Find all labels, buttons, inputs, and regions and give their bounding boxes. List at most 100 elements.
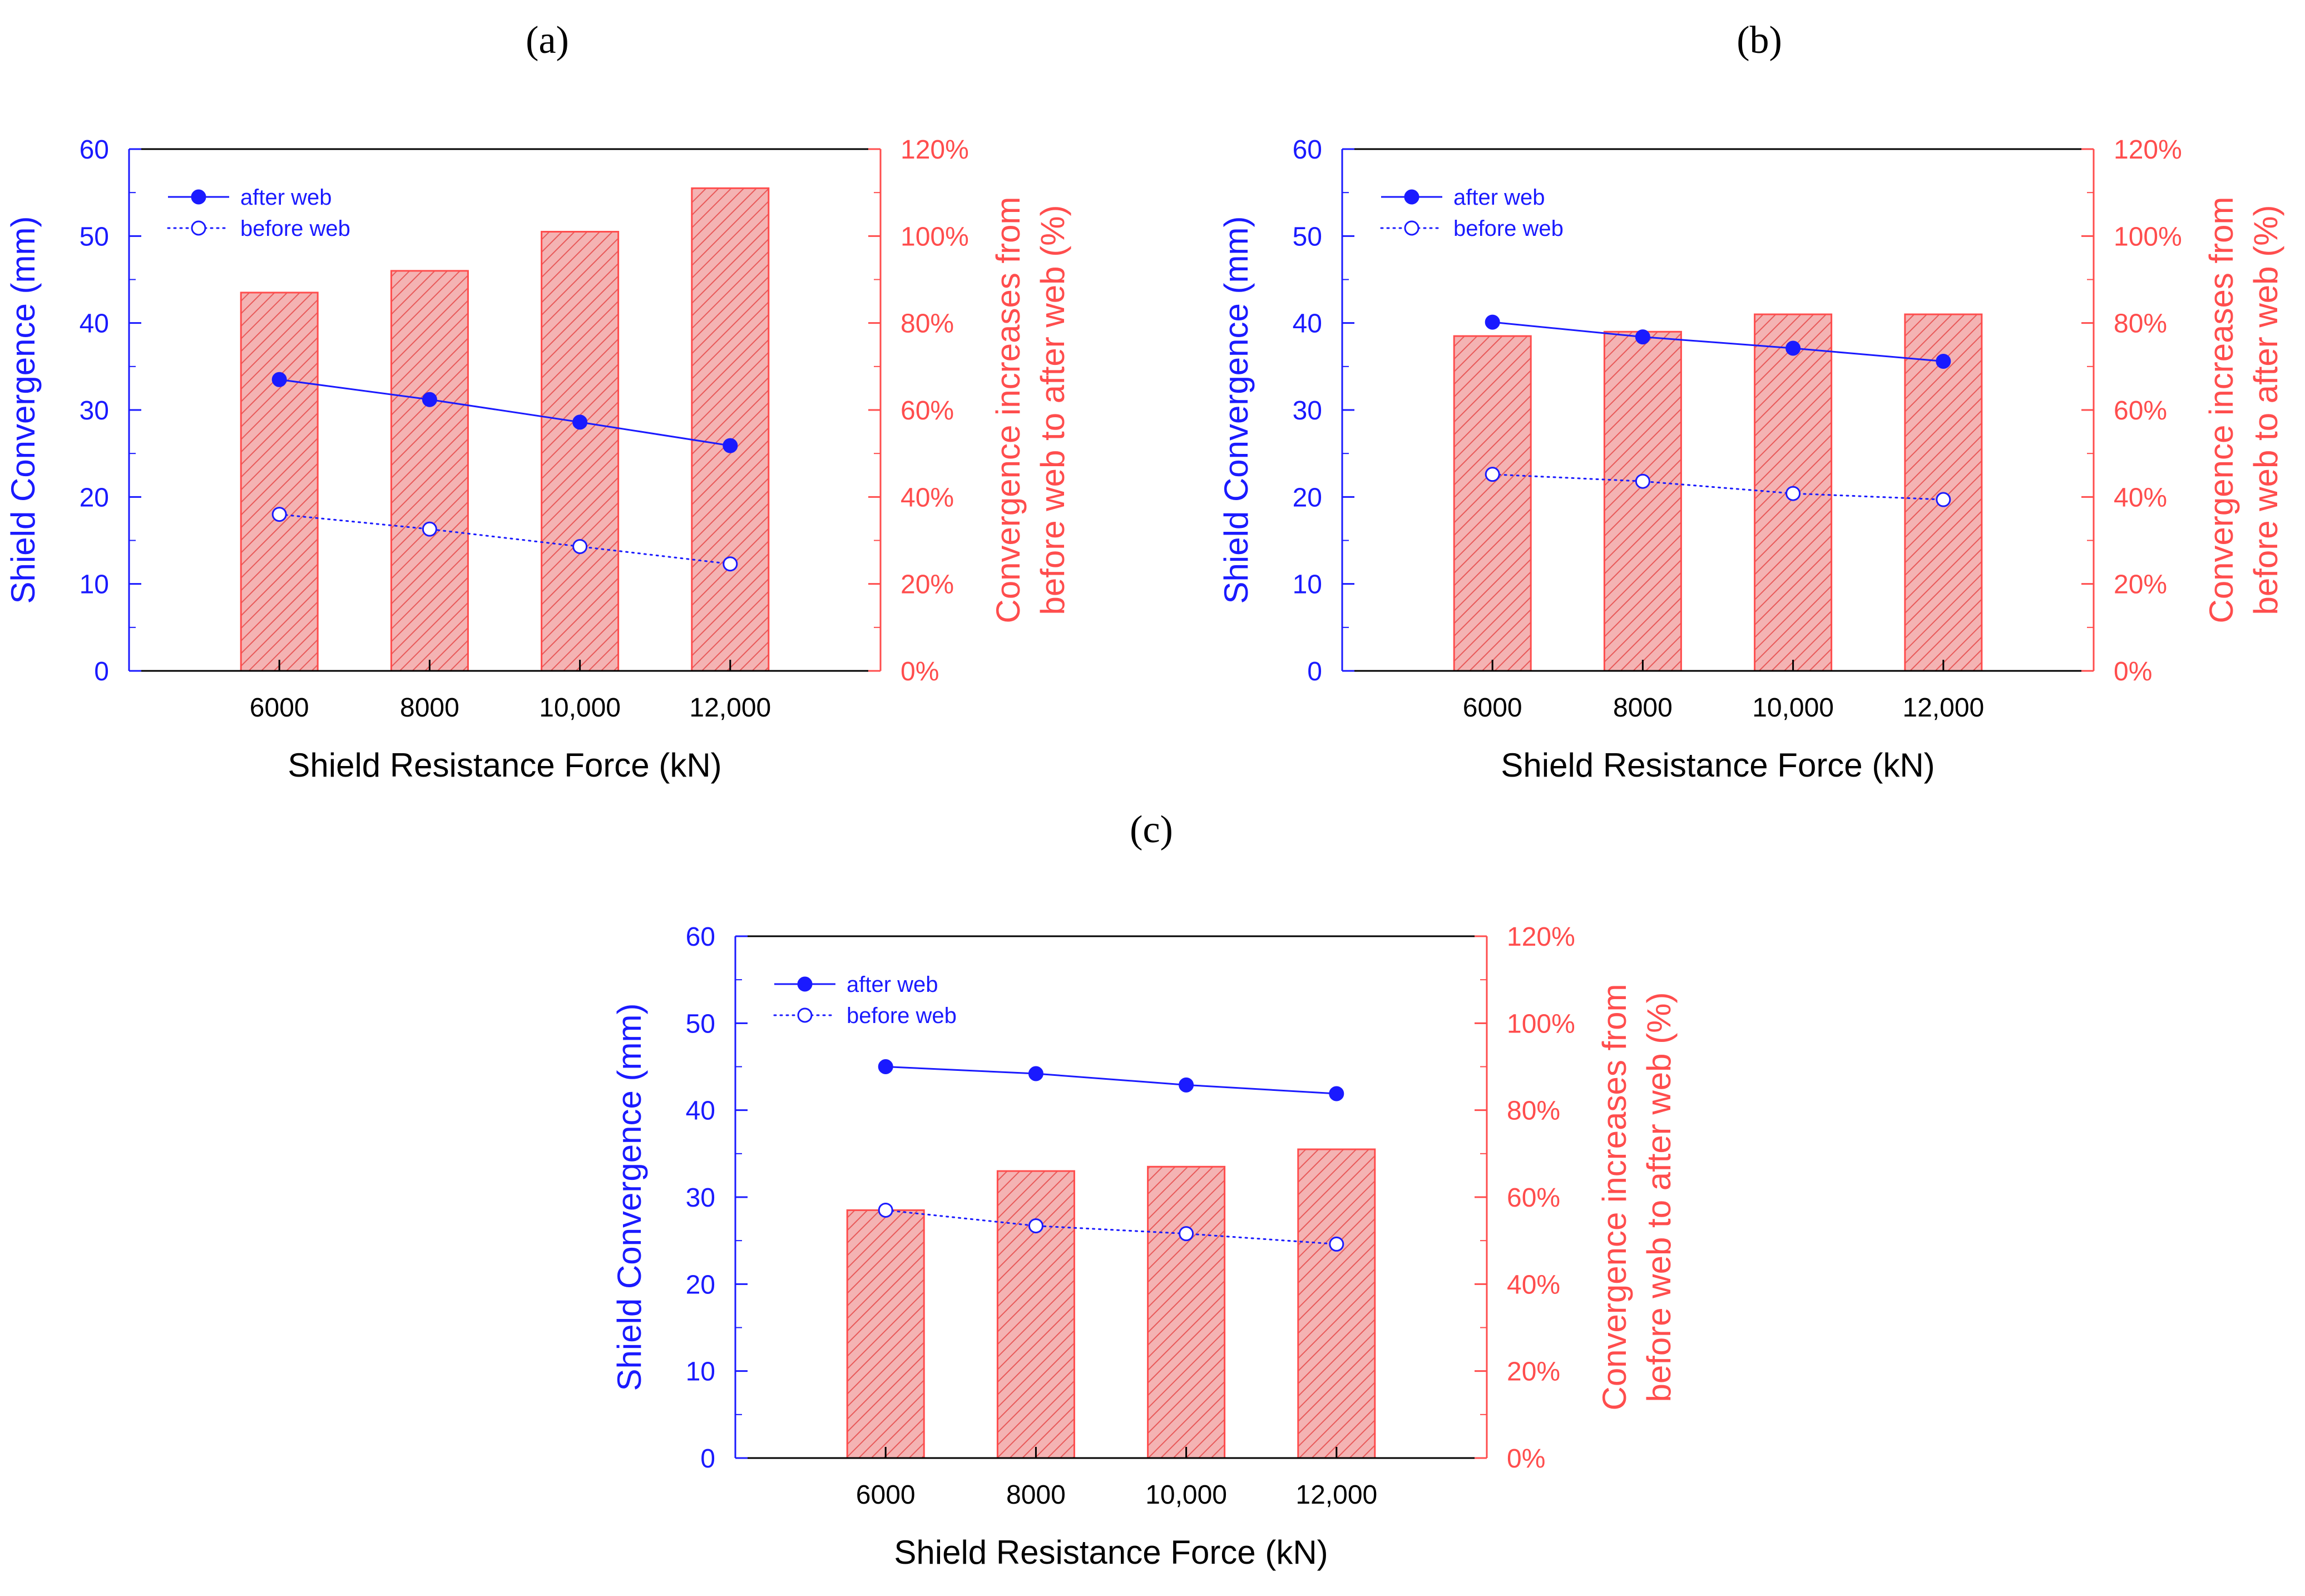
chart-c-point-after-web-0 bbox=[878, 1059, 893, 1074]
chart-a-point-after-web-3 bbox=[723, 438, 738, 453]
chart-b-ytick-label-2: 20 bbox=[1293, 483, 1322, 512]
chart-c-point-after-web-3 bbox=[1329, 1086, 1344, 1101]
chart-b-y2label-line-2: before web to after web (%) bbox=[2247, 205, 2284, 615]
chart-c-bar-0 bbox=[846, 1209, 925, 1459]
chart-c-y2tick-label-1: 20% bbox=[1507, 1357, 1560, 1387]
chart-b-legend-label-0: after web bbox=[1453, 185, 1545, 210]
chart-a-bar-2 bbox=[541, 231, 620, 672]
chart-b-legend-label-1: before web bbox=[1453, 216, 1564, 241]
chart-b-point-after-web-1 bbox=[1635, 329, 1650, 345]
chart-b-legend-marker-0 bbox=[1404, 189, 1419, 205]
chart-b-xtick-label-1: 8000 bbox=[1613, 693, 1673, 723]
chart-b-point-before-web-3 bbox=[1936, 492, 1951, 507]
chart-a-point-after-web-1 bbox=[422, 392, 437, 407]
chart-c-series-line-after-web bbox=[886, 1066, 1337, 1095]
chart-a-xtick-label-0: 6000 bbox=[250, 693, 309, 723]
chart-a-bar-3 bbox=[691, 187, 770, 672]
chart-a-xtick-label-2: 10,000 bbox=[539, 693, 621, 723]
chart-b-ytick-label-1: 10 bbox=[1293, 570, 1322, 600]
chart-a-y2label-line-1: Convergence increases from bbox=[990, 196, 1027, 623]
chart-c-ytick-label-0: 0 bbox=[700, 1444, 715, 1474]
chart-b-point-after-web-0 bbox=[1485, 314, 1500, 330]
chart-a-ytick-label-0: 0 bbox=[94, 657, 109, 686]
chart-a-ytick-label-6: 60 bbox=[80, 135, 109, 165]
chart-b-legend-marker-1 bbox=[1404, 220, 1419, 236]
chart-a-point-before-web-2 bbox=[572, 538, 588, 554]
chart-c-panel-label: (c) bbox=[1130, 808, 1173, 851]
chart-b-ytick-label-4: 40 bbox=[1293, 309, 1322, 339]
chart-a-y2tick-label-4: 80% bbox=[901, 309, 954, 339]
chart-c-ytick-label-5: 50 bbox=[686, 1009, 715, 1039]
chart-b-xtick-label-3: 12,000 bbox=[1902, 693, 1984, 723]
chart-c-legend-marker-1 bbox=[797, 1007, 813, 1023]
chart-c-xtick-label-2: 10,000 bbox=[1145, 1480, 1227, 1510]
chart-b-y2tick-label-0: 0% bbox=[2114, 657, 2152, 686]
chart-a-legend-marker-1 bbox=[191, 220, 206, 236]
chart-a-point-after-web-0 bbox=[271, 372, 287, 387]
chart-b-y2label-line-1: Convergence increases from bbox=[2203, 196, 2240, 623]
chart-c-ytick-label-2: 20 bbox=[686, 1270, 715, 1299]
chart-a-y2tick-label-3: 60% bbox=[901, 396, 954, 426]
chart-c-bar-2 bbox=[1147, 1165, 1226, 1459]
chart-b-series-line-after-web bbox=[1492, 321, 1943, 362]
chart-b-y2tick-label-3: 60% bbox=[2114, 396, 2167, 426]
chart-a-y2tick-label-1: 20% bbox=[901, 570, 954, 600]
chart-a-bar-1 bbox=[390, 270, 469, 672]
chart-a-xtick-label-3: 12,000 bbox=[689, 693, 771, 723]
chart-a-ylabel: Shield Convergence (mm) bbox=[4, 216, 42, 604]
chart-c-legend-marker-0 bbox=[797, 976, 813, 992]
chart-b-ytick-label-6: 60 bbox=[1293, 135, 1322, 165]
chart-c-bar-1 bbox=[996, 1170, 1075, 1459]
chart-a-ytick-label-5: 50 bbox=[80, 222, 109, 251]
chart-a-xtick-label-1: 8000 bbox=[400, 693, 459, 723]
chart-c-y2label-line-2: before web to after web (%) bbox=[1640, 992, 1678, 1402]
chart-b-y2tick-label-5: 100% bbox=[2114, 222, 2182, 251]
chart-a-panel-label: (a) bbox=[526, 19, 569, 62]
chart-a-series-line-before-web bbox=[278, 513, 731, 565]
chart-b-bar-0 bbox=[1453, 335, 1532, 672]
chart-c-point-before-web-0 bbox=[878, 1202, 893, 1218]
chart-a-ytick-label-1: 10 bbox=[80, 570, 109, 600]
chart-b-y2tick-label-1: 20% bbox=[2114, 570, 2167, 600]
chart-c-xtick-label-1: 8000 bbox=[1006, 1480, 1066, 1510]
chart-c-y2tick-label-2: 40% bbox=[1507, 1270, 1560, 1299]
chart-b-ylabel: Shield Convergence (mm) bbox=[1218, 216, 1255, 604]
chart-c-xlabel: Shield Resistance Force (kN) bbox=[894, 1534, 1328, 1571]
chart-b-point-before-web-2 bbox=[1785, 486, 1801, 501]
chart-c-y2tick-label-0: 0% bbox=[1507, 1444, 1545, 1474]
chart-b-xlabel: Shield Resistance Force (kN) bbox=[1501, 747, 1935, 784]
chart-c-y2label-line-1: Convergence increases from bbox=[1596, 984, 1633, 1410]
chart-c-ytick-label-6: 60 bbox=[686, 922, 715, 952]
chart-a-bar-0 bbox=[240, 291, 319, 672]
chart-c-xtick-label-0: 6000 bbox=[856, 1480, 916, 1510]
chart-a-point-before-web-0 bbox=[271, 507, 287, 522]
chart-a-point-after-web-2 bbox=[572, 414, 588, 430]
chart-a-legend-label-1: before web bbox=[240, 216, 350, 241]
chart-a-series-line-after-web bbox=[279, 378, 731, 447]
chart-b-y2tick-label-6: 120% bbox=[2114, 135, 2182, 165]
chart-b-bar-1 bbox=[1603, 330, 1682, 672]
chart-b-series-line-before-web bbox=[1491, 473, 1945, 501]
chart-b-point-after-web-3 bbox=[1936, 353, 1951, 369]
chart-c-ytick-label-4: 40 bbox=[686, 1096, 715, 1126]
chart-a-y2label-line-2: before web to after web (%) bbox=[1034, 205, 1071, 615]
chart-a-y2tick-label-6: 120% bbox=[901, 135, 969, 165]
chart-b-ytick-label-5: 50 bbox=[1293, 222, 1322, 251]
chart-a-y2tick-label-0: 0% bbox=[901, 657, 939, 686]
chart-a-legend-label-0: after web bbox=[240, 185, 332, 210]
chart-b-xtick-label-0: 6000 bbox=[1463, 693, 1522, 723]
chart-a-ytick-label-2: 20 bbox=[80, 483, 109, 512]
chart-a-legend-marker-0 bbox=[191, 189, 206, 205]
chart-a-point-before-web-1 bbox=[422, 521, 437, 537]
chart-a-y2tick-label-2: 40% bbox=[901, 483, 954, 512]
chart-c-xtick-label-3: 12,000 bbox=[1295, 1480, 1377, 1510]
chart-c-y2tick-label-5: 100% bbox=[1507, 1009, 1575, 1039]
chart-b-point-after-web-2 bbox=[1785, 340, 1801, 356]
chart-c-point-after-web-2 bbox=[1179, 1077, 1194, 1093]
chart-c-point-before-web-2 bbox=[1179, 1226, 1194, 1242]
chart-c-legend-label-0: after web bbox=[847, 972, 938, 997]
chart-c-y2tick-label-4: 80% bbox=[1507, 1096, 1560, 1126]
chart-c-legend-label-1: before web bbox=[847, 1004, 957, 1028]
chart-c-y2tick-label-3: 60% bbox=[1507, 1183, 1560, 1213]
